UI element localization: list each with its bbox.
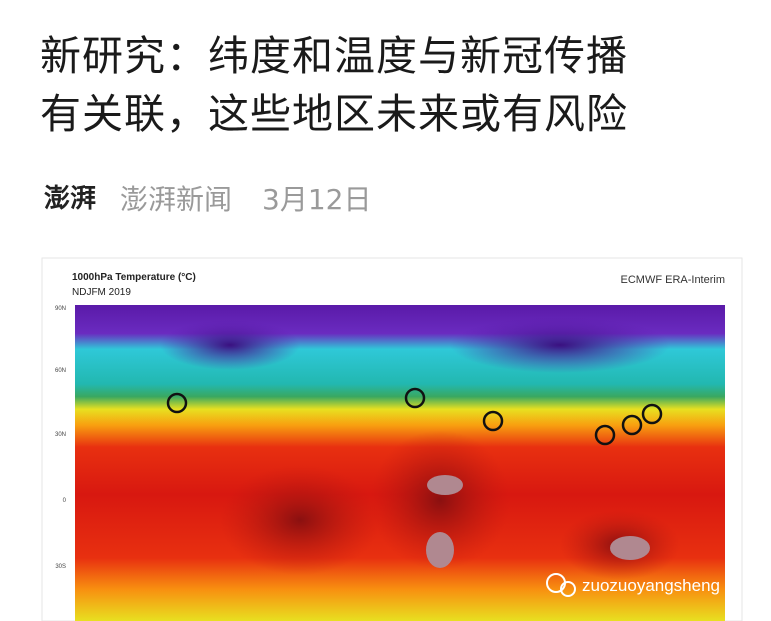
hot-region: [220, 465, 380, 575]
source-logo[interactable]: 澎湃: [44, 184, 97, 214]
lat-label: 60N: [55, 368, 66, 374]
desert: [610, 536, 650, 560]
marked-cities: [166, 387, 663, 446]
watermark: zuozuoyangsheng: [546, 573, 720, 597]
lat-label: 30N: [55, 432, 66, 438]
article-title-line: 有关联，这些地区未来或有风险: [40, 90, 628, 138]
source-name[interactable]: 澎湃新闻: [120, 183, 233, 216]
article-title-line: 新研究：纬度和温度与新冠传播: [40, 32, 628, 80]
lat-label: 30S: [55, 564, 66, 570]
desert: [426, 532, 454, 568]
figure-subtitle: NDJFM 2019: [72, 287, 131, 298]
figure-title: 1000hPa Temperature (°C): [72, 272, 196, 283]
figure-credit: ECMWF ERA-Interim: [621, 274, 726, 286]
publish-date: 3月12日: [262, 183, 372, 216]
lat-label: 0: [63, 498, 67, 504]
cold-region: [450, 317, 670, 373]
lat-label: 90N: [55, 306, 66, 312]
hot-region: [370, 430, 510, 570]
cold-region: [160, 320, 300, 370]
desert: [427, 475, 463, 495]
watermark-text: zuozuoyangsheng: [582, 576, 720, 595]
